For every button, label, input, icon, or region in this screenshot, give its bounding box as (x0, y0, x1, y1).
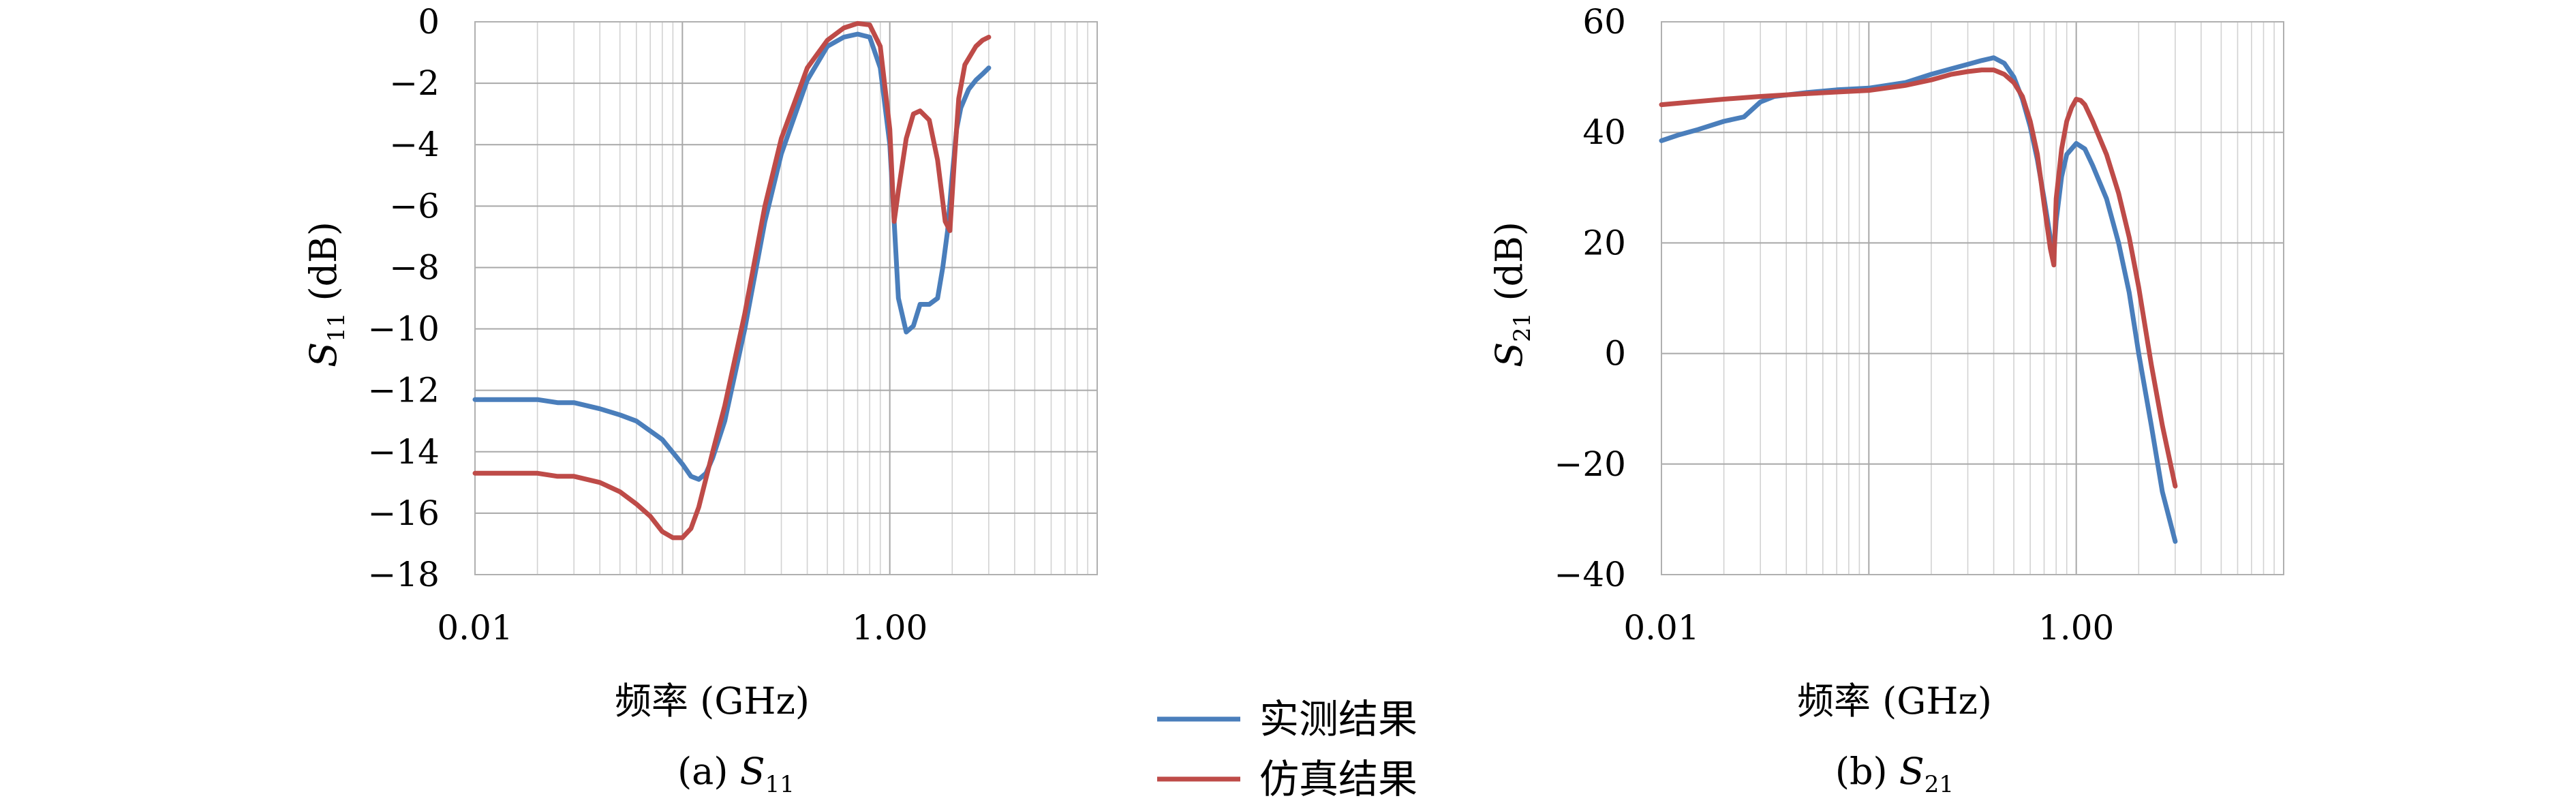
y-tick-label-s11: −8 (389, 247, 440, 287)
chart-s11: 0 −2 −4 −6 −8 −10 −12 −14 −16 −18 0.01 1.00 频率 (GH… (302, 2, 1098, 798)
y-tick-label-s11: −16 (367, 493, 440, 533)
y-axis-label-sub-s21: 21 (1509, 313, 1536, 342)
plot-frame-s21 (1661, 21, 2284, 575)
x-tick-labels-s21: 0.01 1.00 (1623, 608, 2114, 648)
y-tick-labels-s11: 0 −2 −4 −6 −8 −10 −12 −14 −16 −18 (367, 2, 440, 594)
y-tick-label-s11: −2 (389, 63, 440, 103)
y-tick-label-s21: −40 (1554, 555, 1626, 594)
y-tick-label-s11: 0 (418, 2, 440, 42)
legend-label-simulated: 仿真结果 (1259, 756, 1417, 802)
y-tick-label-s11: −10 (367, 309, 440, 349)
y-tick-label-s21: 0 (1604, 334, 1626, 374)
x-tick-labels-s11: 0.01 1.00 (437, 608, 927, 648)
grid-s11 (475, 21, 1097, 575)
series-layer-s11 (472, 20, 992, 541)
legend-label-measured: 实测结果 (1259, 696, 1417, 742)
y-tick-label-s21: 40 (1582, 112, 1626, 152)
caption-prefix-s21: (b) (1835, 750, 1899, 793)
legend: 实测结果 仿真结果 (1157, 696, 1417, 802)
y-axis-label-var-s11: S (302, 342, 345, 367)
caption-s11: (a) S11 (677, 750, 795, 798)
plot-frame-s11 (474, 21, 1098, 575)
y-axis-label-var-s21: S (1488, 342, 1531, 367)
caption-sub-s21: 21 (1925, 771, 1954, 798)
x-axis-label-s21: 频率 (GHz) (1797, 680, 1992, 723)
y-axis-label-sub-s11: 11 (323, 313, 350, 342)
caption-sub-s11: 11 (765, 771, 795, 798)
x-tick-label-s21: 1.00 (2038, 608, 2114, 648)
y-axis-label-unit-s11: (dB) (302, 222, 345, 313)
y-tick-label-s21: 20 (1582, 223, 1626, 262)
series-line-simulated-s11 (472, 20, 992, 541)
x-tick-label-s11: 0.01 (437, 608, 512, 648)
y-tick-label-s11: −12 (367, 371, 440, 410)
caption-s21: (b) S21 (1835, 750, 1954, 798)
y-tick-labels-s21: 60 40 20 0 −20 −40 (1554, 2, 1626, 594)
y-tick-label-s21: −20 (1554, 444, 1626, 484)
y-tick-label-s11: −18 (367, 555, 440, 594)
caption-var-s11: S (740, 750, 765, 793)
y-tick-label-s21: 60 (1582, 2, 1626, 42)
y-tick-label-s11: −14 (367, 432, 440, 472)
y-tick-label-s11: −6 (389, 186, 440, 226)
series-line-simulated-s21 (1659, 67, 2178, 489)
x-tick-label-s11: 1.00 (852, 608, 927, 648)
y-axis-label-unit-s21: (dB) (1488, 222, 1531, 313)
y-axis-label-s21: S21 (dB) (1488, 222, 1536, 367)
caption-var-s21: S (1899, 750, 1925, 793)
series-line-measured-s11 (472, 31, 992, 482)
series-layer-s21 (1659, 55, 2178, 544)
x-axis-label-s11: 频率 (GHz) (615, 680, 810, 723)
caption-prefix-s11: (a) (677, 750, 740, 793)
grid-s21 (1661, 21, 2284, 575)
y-tick-label-s11: −4 (389, 125, 440, 164)
x-tick-label-s21: 0.01 (1623, 608, 1699, 648)
y-axis-label-s11: S11 (dB) (302, 222, 350, 367)
